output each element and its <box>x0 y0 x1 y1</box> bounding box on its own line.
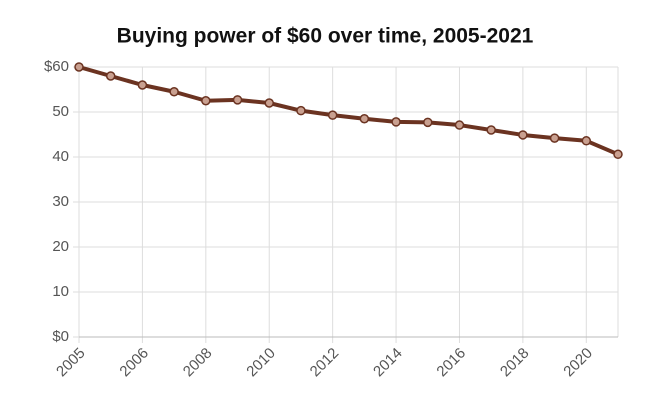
data-point <box>486 125 496 135</box>
data-point <box>391 117 401 127</box>
data-point <box>423 117 433 128</box>
data-point <box>518 130 528 140</box>
data-point <box>613 149 623 160</box>
data-point <box>169 87 179 97</box>
data-point <box>137 80 148 90</box>
data-point <box>105 71 116 81</box>
data-point <box>264 98 274 108</box>
data-point <box>454 120 465 130</box>
chart-title: Buying power of $60 over time, 2005-2021 <box>117 25 534 48</box>
data-point <box>296 105 306 116</box>
data-line <box>78 65 619 157</box>
data-point <box>327 110 338 120</box>
y-tick-label: 10 <box>52 283 69 300</box>
data-point <box>201 96 211 106</box>
data-point <box>232 95 243 105</box>
y-tick-label: 40 <box>52 148 69 165</box>
data-point <box>359 114 370 124</box>
y-tick-label: $0 <box>52 328 69 345</box>
y-tick-label: 30 <box>52 193 69 210</box>
data-point <box>581 136 592 146</box>
y-tick-label: 50 <box>52 103 69 120</box>
y-tick-label: $60 <box>44 58 69 75</box>
data-point <box>549 133 560 143</box>
y-tick-label: 20 <box>52 238 69 255</box>
data-point <box>74 62 84 72</box>
